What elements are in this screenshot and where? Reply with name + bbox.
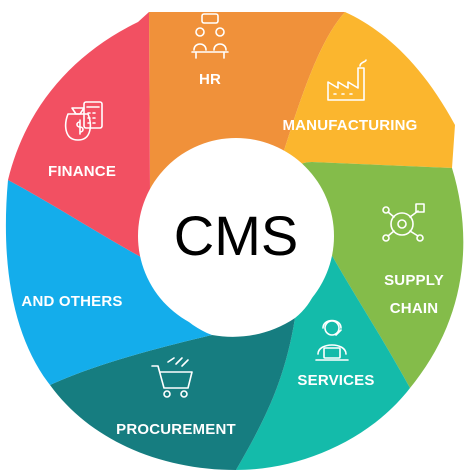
gears-network-icon (382, 203, 425, 242)
center-circle (138, 138, 334, 334)
center-title: CMS (174, 204, 298, 267)
money-calculator-icon (64, 101, 103, 141)
segment-services (236, 238, 410, 470)
segment-label-hr: HR (199, 71, 221, 88)
segment-manufacturing (278, 12, 455, 175)
segment-label-services: SERVICES (297, 372, 374, 389)
segment-label-manufacturing: MANUFACTURING (282, 117, 417, 134)
segment-label-procurement: PROCUREMENT (116, 421, 236, 438)
segment-hr (149, 12, 345, 190)
factory-icon (327, 59, 367, 101)
segment-label-and-others: AND OTHERS (21, 293, 122, 310)
segment-label-chain: CHAIN (390, 300, 439, 317)
shopping-cart-icon (151, 357, 193, 398)
segment-finance (8, 12, 150, 262)
segment-procurement (50, 318, 295, 470)
segment-supply-chain (290, 162, 464, 388)
segment-label-finance: FINANCE (48, 163, 116, 180)
support-agent-icon (315, 319, 349, 361)
segment-and-others (5, 180, 212, 385)
segment-label-supply: SUPPLY (384, 272, 444, 289)
meeting-people-icon (191, 13, 229, 59)
